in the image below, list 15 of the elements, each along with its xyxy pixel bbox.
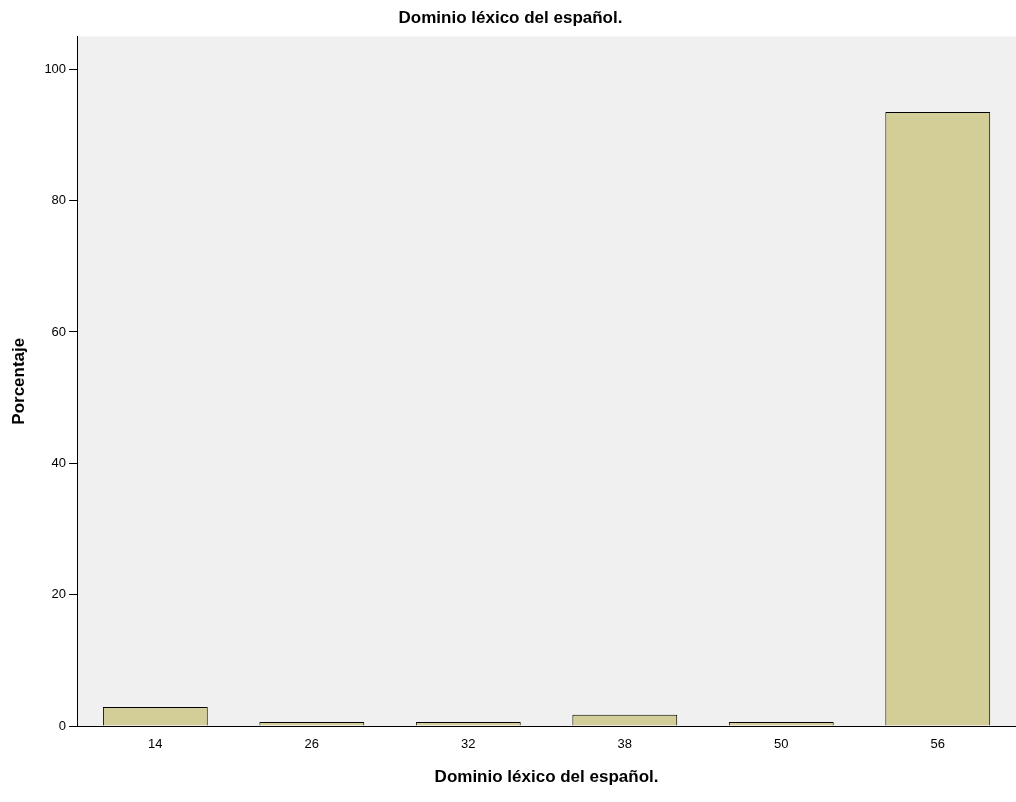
y-tick-label: 0 xyxy=(58,717,67,733)
x-tick-label: 38 xyxy=(617,736,633,752)
x-tick-label: 50 xyxy=(774,736,789,752)
chart-title: Dominio léxico del español. xyxy=(398,7,623,27)
x-tick-label: 56 xyxy=(930,736,945,752)
x-tick-label: 32 xyxy=(461,736,476,752)
x-tick-label: 26 xyxy=(304,736,320,752)
y-tick-label: 80 xyxy=(51,192,67,208)
y-tick-label: 40 xyxy=(51,454,67,470)
y-axis-title: Porcentaje xyxy=(8,337,28,425)
x-axis-title: Dominio léxico del español. xyxy=(434,767,659,787)
y-tick-label: 100 xyxy=(44,60,67,76)
y-tick-label: 20 xyxy=(51,586,67,602)
x-tick-label: 14 xyxy=(148,736,163,752)
y-tick-label: 60 xyxy=(51,323,67,339)
